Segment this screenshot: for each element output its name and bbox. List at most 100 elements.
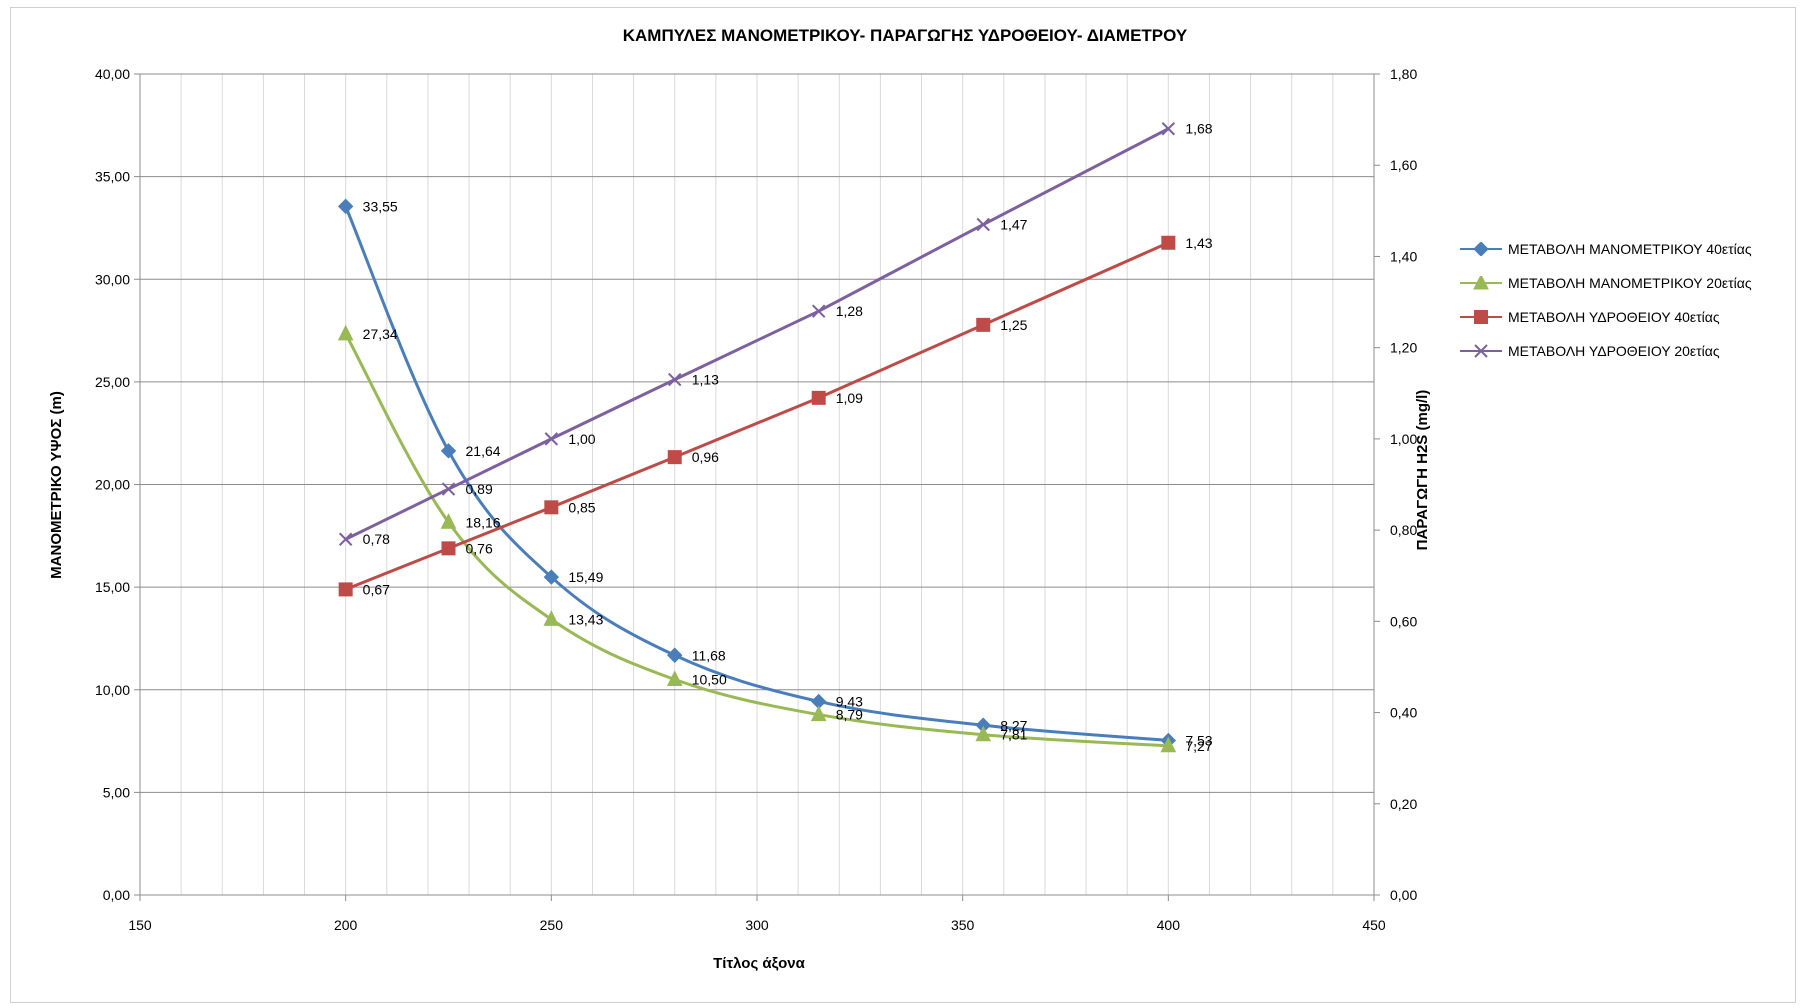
legend-label: ΜΕΤΑΒΟΛΗ ΜΑΝΟΜΕΤΡΙΚΟΥ 20ετίας <box>1508 275 1752 291</box>
legend-item: ΜΕΤΑΒΟΛΗ ΜΑΝΟΜΕΤΡΙΚΟΥ 20ετίας <box>1460 266 1752 300</box>
y2-tick-label: 0,60 <box>1390 613 1417 629</box>
data-label: 15,49 <box>568 569 603 585</box>
legend-swatch <box>1460 276 1502 290</box>
y-tick-label: 5,00 <box>103 784 130 800</box>
y2-tick-label: 0,20 <box>1390 796 1417 812</box>
chart-frame <box>10 7 1796 1003</box>
x-tick-label: 200 <box>334 917 358 933</box>
series-3-point <box>338 582 353 597</box>
data-label: 11,68 <box>692 647 726 663</box>
y2-tick-label: 0,40 <box>1390 705 1417 721</box>
legend-swatch <box>1460 242 1502 256</box>
data-label: 1,13 <box>692 372 719 388</box>
series-1-point <box>337 198 354 215</box>
series-2-point <box>440 513 457 529</box>
data-label: 18,16 <box>466 514 501 530</box>
chart-title: ΚΑΜΠΥΛΕΣ ΜΑΝΟΜΕΤΡΙΚΟΥ- ΠΑΡΑΓΩΓΗΣ ΥΔΡΟΘΕΙ… <box>623 26 1188 45</box>
series-1-point <box>440 443 457 459</box>
series-2-point <box>810 705 827 722</box>
series-3-point <box>544 500 559 515</box>
data-label: 8,79 <box>836 707 863 723</box>
legend-item: ΜΕΤΑΒΟΛΗ ΥΔΡΟΘΕΙΟΥ 20ετίας <box>1460 334 1752 368</box>
y-tick-label: 25,00 <box>95 374 130 390</box>
series-4-point <box>544 432 559 446</box>
legend-swatch-marker <box>1474 310 1488 324</box>
series-3-point <box>441 541 456 556</box>
data-label: 1,09 <box>836 390 863 406</box>
data-label: 13,43 <box>568 611 603 627</box>
legend-swatch-marker <box>1473 242 1489 256</box>
data-label: 7,53 <box>1185 732 1212 748</box>
legend-swatch-marker <box>1474 344 1488 358</box>
axes: 0,00 5,00 10,00 15,00 20,00 25,00 30,00 35,00 40… <box>95 66 1418 933</box>
data-label: 10,50 <box>692 671 727 687</box>
legend-swatch <box>1460 310 1502 324</box>
y-axis-label: ΜΑΝΟΜΕΤΡΙΚΟ ΥΨΟΣ (m) <box>48 391 65 579</box>
series-2-point <box>666 670 683 686</box>
data-label: 0,76 <box>466 540 493 556</box>
data-label: 0,67 <box>363 581 390 597</box>
data-label: 1,43 <box>1185 235 1212 251</box>
y2-tick-label: 1,20 <box>1390 340 1417 356</box>
data-label: 0,85 <box>568 499 595 515</box>
data-label: 1,00 <box>568 431 595 447</box>
data-label: 1,25 <box>1000 317 1027 333</box>
data-label: 33,55 <box>363 198 398 214</box>
data-label: 8,27 <box>1000 717 1027 733</box>
x-tick-label: 300 <box>745 917 769 933</box>
legend-item: ΜΕΤΑΒΟΛΗ ΥΔΡΟΘΕΙΟΥ 40ετίας <box>1460 300 1752 334</box>
gridlines <box>140 73 1374 895</box>
data-label: 0,96 <box>692 449 719 465</box>
series-4-point <box>1161 122 1176 136</box>
data-label: 1,68 <box>1185 121 1212 137</box>
data-labels: 33,55 21,64 15,49 11,68 9,43 8,27 7,53 27,34 18,… <box>363 121 1213 754</box>
data-label: 7,81 <box>1000 727 1027 743</box>
y-tick-label: 10,00 <box>95 682 130 698</box>
y2-tick-label: 1,40 <box>1390 248 1417 264</box>
legend-swatch <box>1460 344 1502 358</box>
data-label: 21,64 <box>466 443 501 459</box>
x-tick-label: 450 <box>1362 917 1386 933</box>
y2-tick-label: 1,80 <box>1390 66 1417 82</box>
y2-axis-label: ΠΑΡΑΓΩΓΗ H2S (mg/l) <box>1414 390 1431 551</box>
x-tick-label: 250 <box>540 917 564 933</box>
data-label: 0,89 <box>466 481 493 497</box>
legend-label: ΜΕΤΑΒΟΛΗ ΥΔΡΟΘΕΙΟΥ 20ετίας <box>1508 343 1720 359</box>
x-tick-label: 350 <box>951 917 975 933</box>
series-3-point <box>811 390 826 405</box>
legend-swatch-marker <box>1473 276 1489 290</box>
legend: ΜΕΤΑΒΟΛΗ ΜΑΝΟΜΕΤΡΙΚΟΥ 40ετίας ΜΕΤΑΒΟΛΗ ΜΑ… <box>1460 232 1752 368</box>
series-2-point <box>543 610 560 626</box>
series-3-point <box>667 450 682 465</box>
series-4-point <box>441 482 456 496</box>
data-label: 0,78 <box>363 531 390 547</box>
series-4-point <box>811 304 826 318</box>
legend-item: ΜΕΤΑΒΟΛΗ ΜΑΝΟΜΕΤΡΙΚΟΥ 40ετίας <box>1460 232 1752 266</box>
x-tick-label: 400 <box>1157 917 1181 933</box>
x-axis-label: Τίτλος άξονα <box>713 955 806 972</box>
series-4-point <box>338 532 353 546</box>
series-2-point <box>1160 736 1177 753</box>
y-tick-label: 40,00 <box>95 66 130 82</box>
legend-label: ΜΕΤΑΒΟΛΗ ΥΔΡΟΘΕΙΟΥ 40ετίας <box>1508 309 1720 325</box>
series-4-point <box>976 217 990 232</box>
y2-tick-label: 1,60 <box>1390 157 1417 173</box>
series-1-point <box>543 569 560 585</box>
series-2-point <box>975 725 992 742</box>
y-tick-label: 20,00 <box>95 477 130 493</box>
y-tick-label: 30,00 <box>95 271 130 287</box>
series-3-point <box>1161 235 1176 250</box>
y-tick-label: 35,00 <box>95 169 130 185</box>
data-label: 27,34 <box>363 326 398 342</box>
y-tick-label: 0,00 <box>103 887 130 903</box>
y2-tick-label: 0,00 <box>1390 887 1417 903</box>
y2-tick-label: 0,80 <box>1390 522 1417 538</box>
data-label: 9,43 <box>836 693 863 709</box>
legend-label: ΜΕΤΑΒΟΛΗ ΜΑΝΟΜΕΤΡΙΚΟΥ 40ετίας <box>1508 241 1752 257</box>
series-1-point <box>667 647 683 663</box>
y-tick-label: 15,00 <box>95 579 130 595</box>
data-label: 7,27 <box>1185 738 1212 754</box>
series-4-point <box>668 372 682 387</box>
series-layer <box>337 122 1177 753</box>
